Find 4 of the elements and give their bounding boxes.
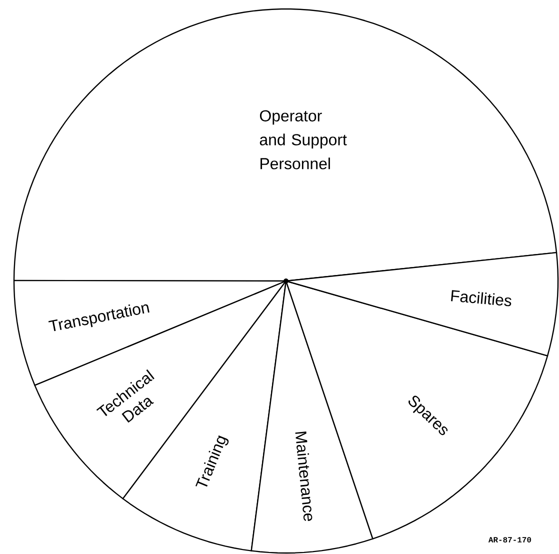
slice-label: Facilities — [451, 290, 512, 306]
slice-label: Operator and Support Personnel — [260, 110, 347, 170]
slice-label: Maintenance — [295, 432, 312, 522]
slice-label: Transportation — [48, 304, 150, 332]
